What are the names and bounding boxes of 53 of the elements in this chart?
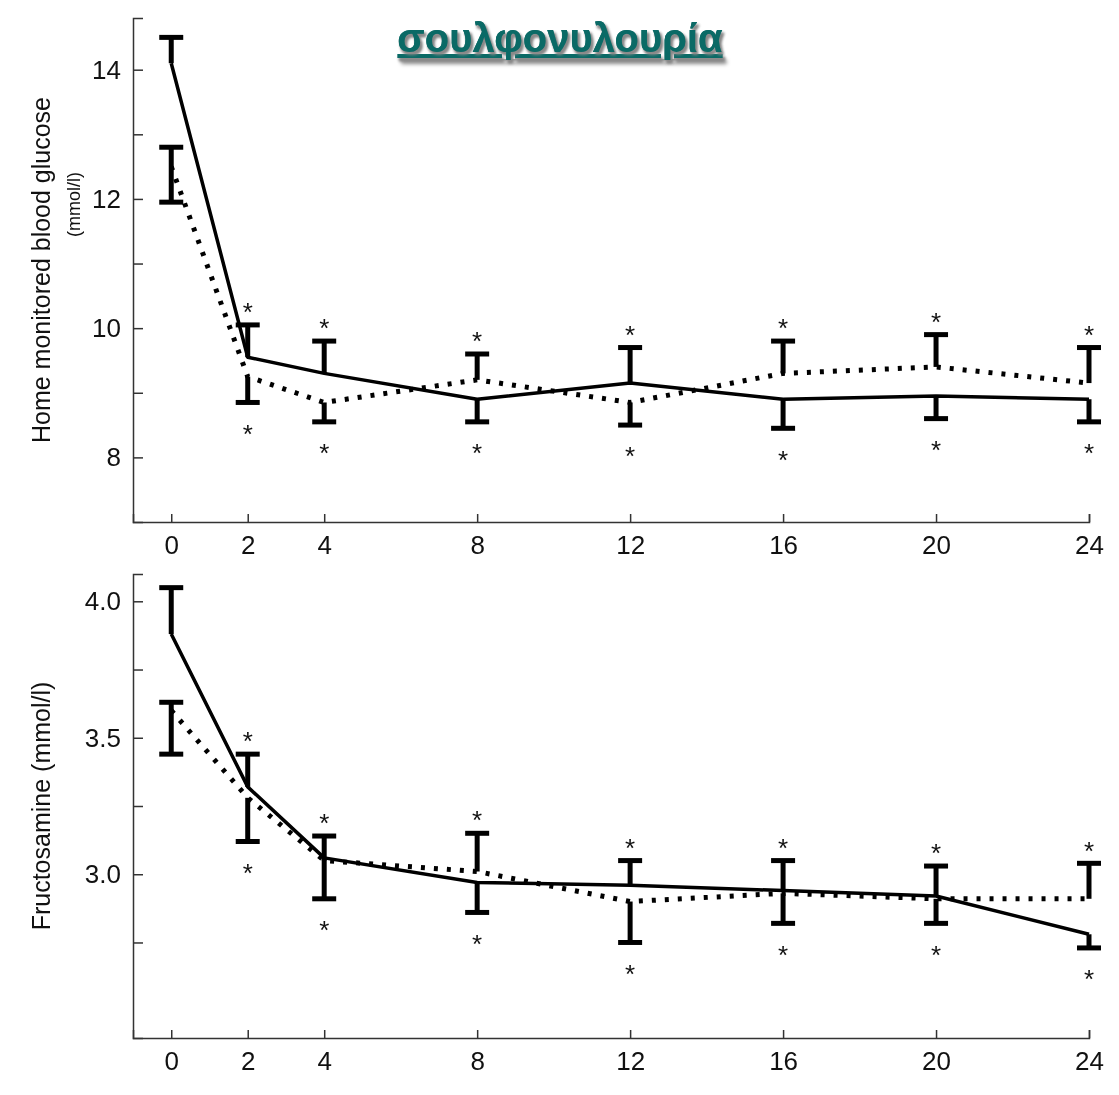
- x-tick-label: 20: [922, 529, 951, 560]
- y-tick-label: 10: [92, 312, 121, 343]
- data-label: *: [242, 418, 253, 449]
- x-tick-label: 12: [616, 529, 646, 560]
- data-label: *: [319, 915, 330, 945]
- chart-title: σουλφονυλουρία: [397, 16, 724, 60]
- data-label: *: [242, 857, 253, 888]
- y-tick-label: 8: [106, 442, 121, 473]
- x-tick-label: 2: [240, 1045, 256, 1076]
- data-label: *: [625, 319, 636, 350]
- data-label: *: [778, 444, 789, 475]
- data-label: *: [472, 438, 483, 469]
- x-tick-label: 8: [470, 1045, 485, 1076]
- y-tick-label: 3.5: [84, 722, 121, 753]
- data-label: *: [930, 939, 942, 970]
- data-label: *: [1083, 319, 1095, 350]
- data-label: *: [930, 434, 942, 465]
- y-tick-label: 12: [92, 183, 121, 214]
- x-tick-label: 0: [164, 529, 179, 560]
- data-label: *: [930, 838, 942, 869]
- data-label: *: [472, 928, 483, 959]
- x-tick-label: 12: [616, 1045, 646, 1076]
- data-label: *: [1083, 438, 1095, 469]
- x-tick-label: 16: [769, 1045, 799, 1076]
- x-tick-label: 20: [922, 1045, 951, 1076]
- data-label: *: [472, 326, 483, 357]
- y-axis-title: Fructosamine (mmol/l): [27, 681, 55, 931]
- data-label: *: [242, 726, 253, 757]
- x-tick-label: 24: [1075, 529, 1104, 560]
- data-label: *: [242, 297, 253, 328]
- data-label: *: [472, 805, 483, 836]
- x-tick-label: 16: [769, 529, 799, 560]
- x-tick-label: 8: [470, 529, 485, 560]
- data-label: *: [625, 958, 636, 989]
- data-label: *: [778, 939, 789, 970]
- data-label: *: [930, 306, 942, 337]
- data-label: *: [625, 441, 636, 472]
- data-label: *: [319, 313, 330, 344]
- data-label: *: [1083, 835, 1095, 866]
- y-tick-label: 3.0: [84, 859, 121, 890]
- data-label: *: [319, 808, 330, 839]
- x-tick-label: 4: [317, 529, 332, 560]
- data-label: *: [319, 438, 330, 469]
- x-tick-label: 2: [240, 529, 256, 560]
- data-label: *: [1083, 964, 1095, 995]
- data-label: *: [778, 313, 789, 344]
- x-tick-label: 0: [164, 1045, 179, 1076]
- y-tick-label: 14: [92, 54, 121, 85]
- data-label: *: [625, 832, 636, 863]
- y-tick-label: 4.0: [84, 586, 121, 617]
- x-tick-label: 24: [1075, 1045, 1104, 1076]
- data-label: *: [778, 832, 789, 863]
- x-tick-label: 4: [317, 1045, 332, 1076]
